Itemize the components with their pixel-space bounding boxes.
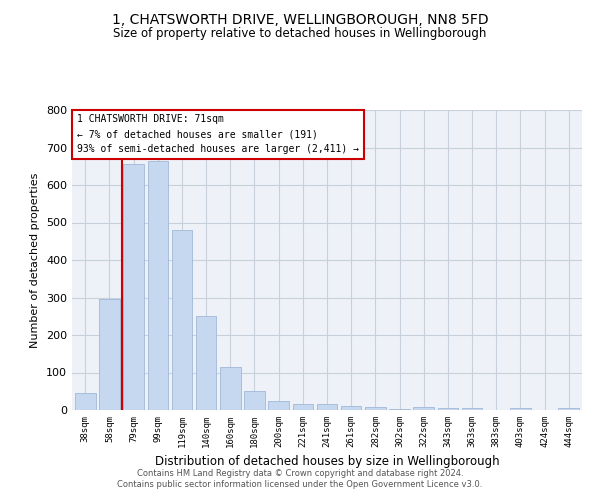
- Bar: [124, 164, 144, 410]
- Bar: [148, 160, 168, 410]
- Bar: [510, 408, 530, 410]
- Text: 1 CHATSWORTH DRIVE: 71sqm
← 7% of detached houses are smaller (191)
93% of semi-: 1 CHATSWORTH DRIVE: 71sqm ← 7% of detach…: [77, 114, 359, 154]
- Bar: [268, 400, 289, 410]
- Bar: [389, 409, 410, 410]
- Bar: [244, 391, 265, 410]
- Bar: [196, 316, 217, 410]
- Bar: [462, 408, 482, 410]
- Bar: [99, 300, 120, 410]
- Bar: [293, 404, 313, 410]
- Text: Contains HM Land Registry data © Crown copyright and database right 2024.: Contains HM Land Registry data © Crown c…: [137, 468, 463, 477]
- Y-axis label: Number of detached properties: Number of detached properties: [31, 172, 40, 348]
- Bar: [317, 404, 337, 410]
- Bar: [437, 408, 458, 410]
- Bar: [172, 230, 192, 410]
- Text: Contains public sector information licensed under the Open Government Licence v3: Contains public sector information licen…: [118, 480, 482, 489]
- Bar: [413, 407, 434, 410]
- X-axis label: Distribution of detached houses by size in Wellingborough: Distribution of detached houses by size …: [155, 456, 499, 468]
- Bar: [220, 367, 241, 410]
- Text: Size of property relative to detached houses in Wellingborough: Size of property relative to detached ho…: [113, 28, 487, 40]
- Bar: [75, 393, 95, 410]
- Bar: [559, 408, 579, 410]
- Bar: [365, 407, 386, 410]
- Text: 1, CHATSWORTH DRIVE, WELLINGBOROUGH, NN8 5FD: 1, CHATSWORTH DRIVE, WELLINGBOROUGH, NN8…: [112, 12, 488, 26]
- Bar: [341, 406, 361, 410]
